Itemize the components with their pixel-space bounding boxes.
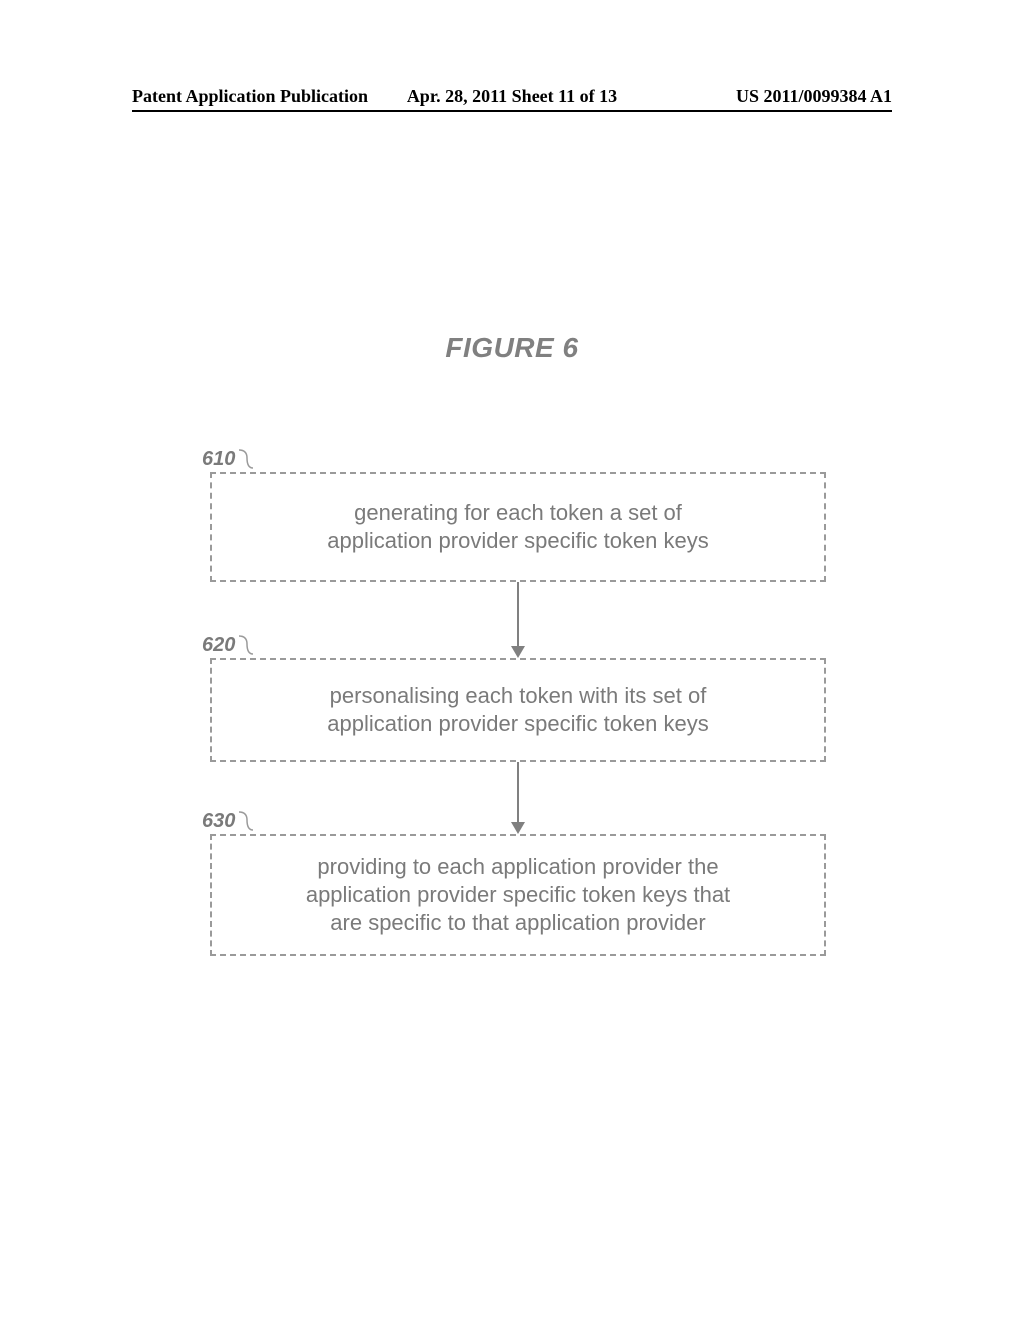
header-center: Apr. 28, 2011 Sheet 11 of 13 <box>385 86 638 107</box>
header-rule <box>132 110 892 112</box>
step-text: generating for each token a set ofapplic… <box>327 499 709 555</box>
step-text: personalising each token with its set of… <box>327 682 709 738</box>
step-ref-number: 620 <box>202 634 235 656</box>
step-label-610: 610 <box>202 448 257 474</box>
step-630: providing to each application provider t… <box>210 834 826 956</box>
step-610: generating for each token a set ofapplic… <box>210 472 826 582</box>
step-ref-number: 610 <box>202 448 235 470</box>
flow-arrow <box>503 762 533 838</box>
header-left: Patent Application Publication <box>132 86 385 107</box>
step-text: providing to each application provider t… <box>306 853 730 937</box>
step-label-630: 630 <box>202 810 257 836</box>
figure-title: FIGURE 6 <box>0 332 1024 364</box>
page-header: Patent Application Publication Apr. 28, … <box>132 86 892 107</box>
page: Patent Application Publication Apr. 28, … <box>0 0 1024 1320</box>
step-label-620: 620 <box>202 634 257 660</box>
brace-icon <box>237 448 257 474</box>
step-620: personalising each token with its set of… <box>210 658 826 762</box>
flow-arrow <box>503 582 533 662</box>
brace-icon <box>237 634 257 660</box>
brace-icon <box>237 810 257 836</box>
step-ref-number: 630 <box>202 810 235 832</box>
header-right: US 2011/0099384 A1 <box>639 86 892 107</box>
